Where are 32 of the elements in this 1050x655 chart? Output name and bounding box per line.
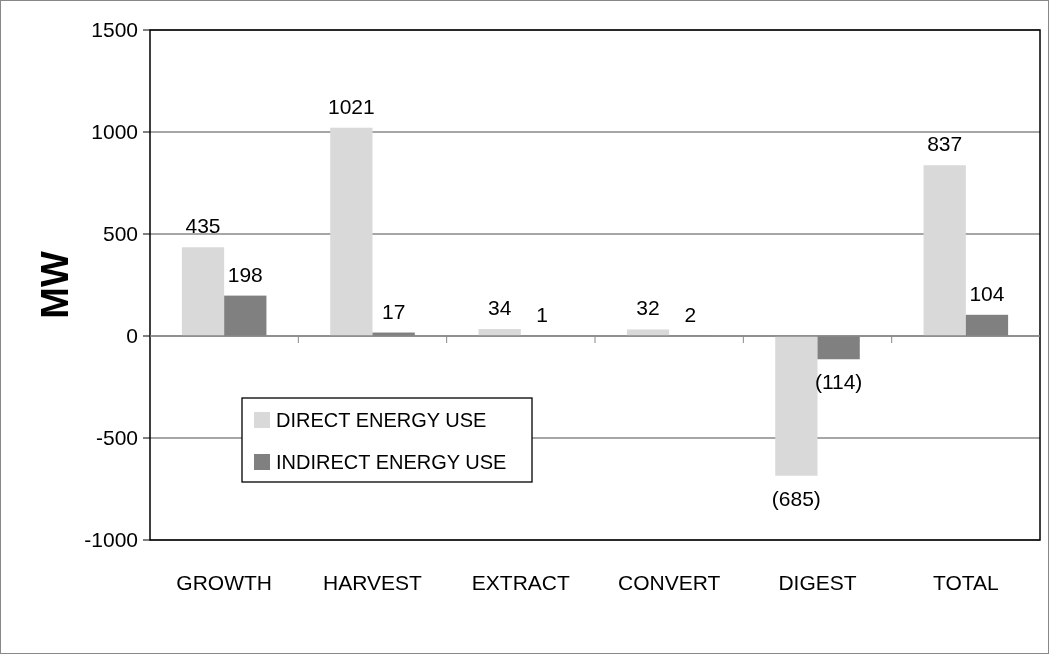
x-tick-label: TOTAL [932,571,999,594]
data-label: 104 [969,281,1005,305]
y-tick-label: -1000 [84,528,138,552]
data-label: 2 [684,302,697,326]
bar [330,127,373,336]
data-label: 837 [927,132,963,156]
y-axis-title: MW [34,251,76,319]
x-tick-label: DIGEST [778,571,857,594]
y-tick-label: 500 [102,222,138,246]
y-tick-label: 1000 [91,120,138,144]
y-tick-label: -500 [95,426,138,450]
x-tick-label: EXTRACT [471,571,570,594]
y-tick-label: 1500 [91,18,138,42]
legend-label: INDIRECT ENERGY USE [276,451,507,473]
x-tick-label: CONVERT [618,571,721,594]
bar [626,329,670,336]
data-label: 1 [536,302,548,326]
data-label: 34 [488,296,512,320]
data-label: 435 [185,214,221,238]
y-tick-label: 0 [126,324,138,348]
data-label: 17 [381,299,406,323]
data-label: (114) [814,370,863,394]
bar [923,165,966,336]
data-label: 1021 [328,94,375,118]
bar [181,247,225,336]
data-label: 32 [636,296,660,320]
bar [775,336,818,476]
legend-label: DIRECT ENERGY USE [276,409,487,431]
x-tick-label: HARVEST [323,571,423,594]
data-label: (685) [771,486,821,510]
data-label: 198 [227,262,263,286]
x-tick-label: GROWTH [176,571,272,594]
